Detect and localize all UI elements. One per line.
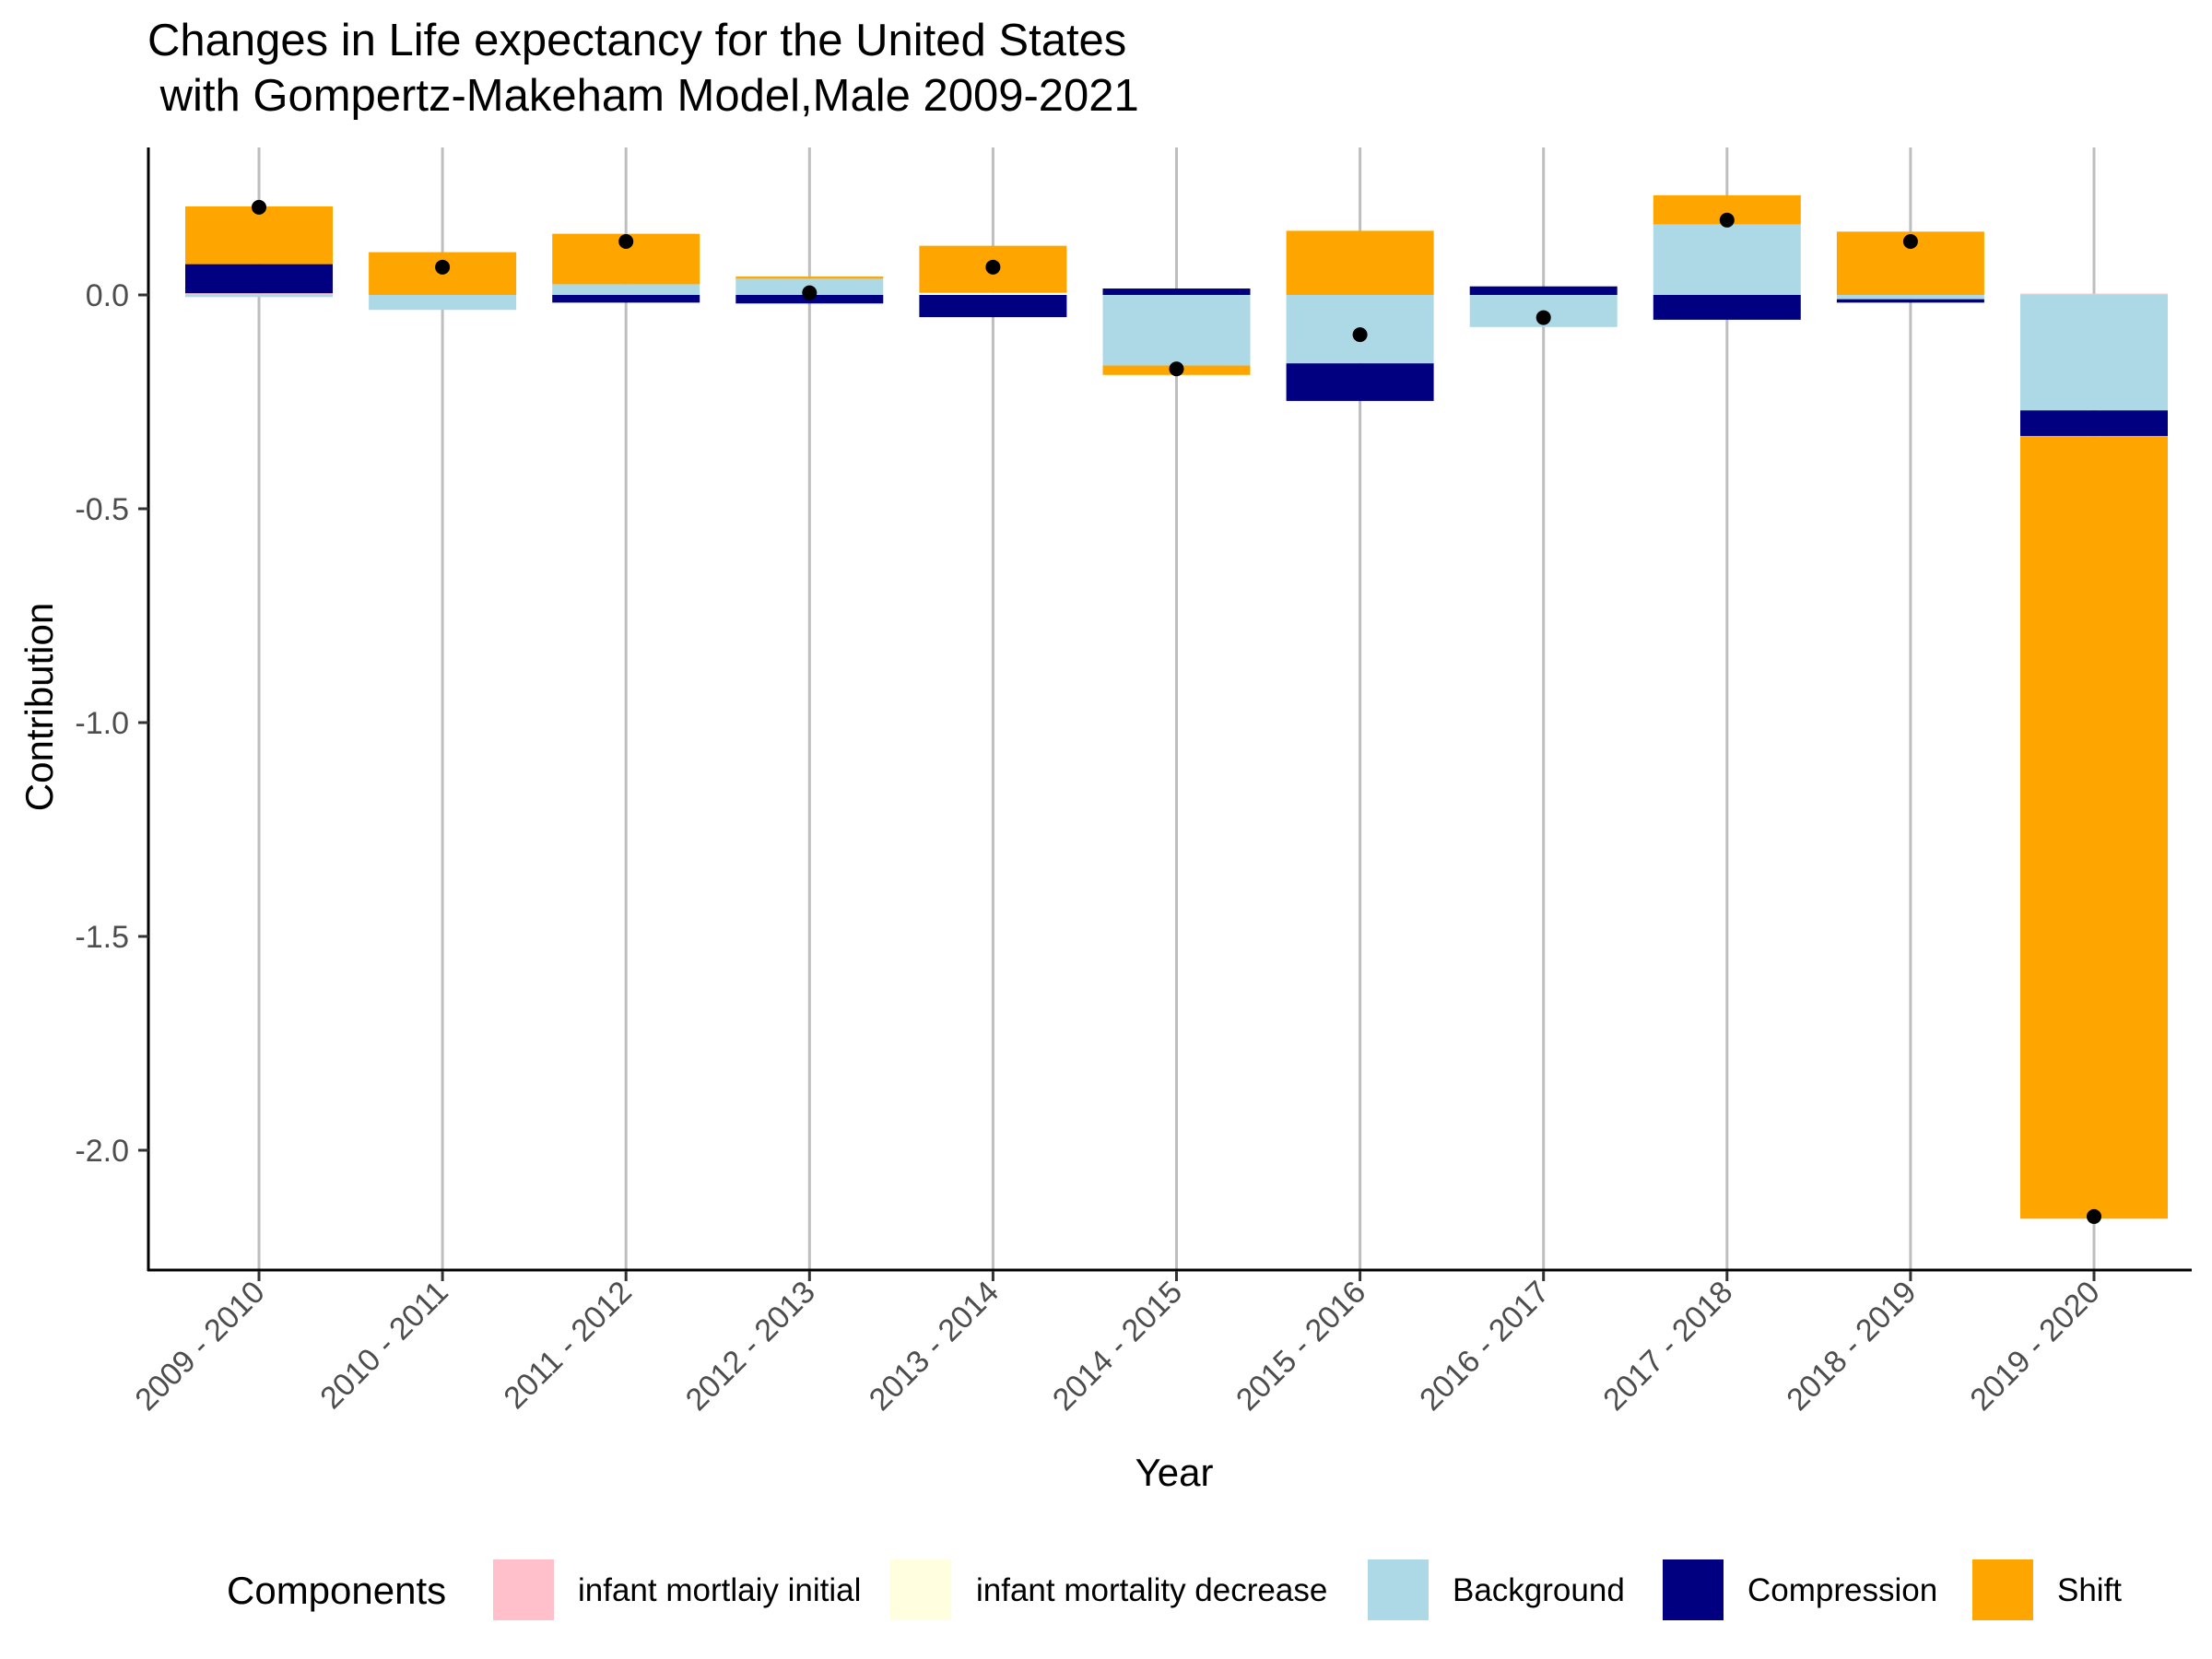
legend-label-infant-initial: infant mortlaiy initial <box>578 1572 862 1608</box>
bar-segment-background <box>369 295 517 311</box>
total-point <box>618 234 634 249</box>
x-tick-label: 2011 - 2012 <box>497 1275 638 1416</box>
bar-segment-background <box>1653 224 1801 295</box>
legend-swatch-infant-initial <box>493 1559 554 1620</box>
total-point <box>1535 310 1551 325</box>
bar-segment-compression <box>1836 299 1984 303</box>
bar-segment-compression <box>552 295 700 303</box>
legend-label-shift: Shift <box>2057 1572 2123 1608</box>
legend-label-background: Background <box>1453 1572 1625 1608</box>
bar-segment-shift <box>735 276 884 279</box>
x-tick-label: 2010 - 2011 <box>313 1275 454 1416</box>
y-axis-label: Contribution <box>18 603 61 811</box>
bar-segment-compression <box>1469 286 1618 295</box>
bar-segment-infant-mortlaiy-initial <box>185 293 333 295</box>
legend-label-infant-decrease: infant mortality decrease <box>976 1572 1328 1608</box>
bar-segment-background <box>1102 295 1251 366</box>
total-point <box>1169 361 1184 377</box>
x-tick-label: 2013 - 2014 <box>863 1275 1006 1418</box>
y-tick-label: -2.0 <box>75 1134 129 1169</box>
x-axis-label: Year <box>1135 1451 1214 1494</box>
bar-segment-compression <box>1653 295 1801 320</box>
bar-segment-background <box>185 295 333 298</box>
bar-segment-shift <box>1286 230 1434 295</box>
bar-segment-compression <box>185 264 333 294</box>
total-point <box>1719 212 1735 228</box>
bar-segment-background <box>552 284 700 295</box>
legend: Components infant mortlaiy initial infan… <box>0 1558 2212 1631</box>
x-tick-label: 2019 - 2020 <box>1963 1275 2106 1418</box>
x-tick-label: 2012 - 2013 <box>679 1275 822 1418</box>
bars <box>185 194 2168 1219</box>
bar-segment-shift <box>2020 436 2168 1219</box>
bar-segment-compression <box>919 295 1067 318</box>
x-tick-label: 2016 - 2017 <box>1413 1275 1556 1418</box>
bar-segment-background <box>1836 295 1984 300</box>
total-point <box>252 199 266 215</box>
x-tick-label: 2009 - 2010 <box>128 1275 271 1418</box>
bar-segment-compression <box>2020 410 2168 437</box>
total-point <box>985 259 1001 275</box>
bar-segment-infant-mortlaiy-initial <box>2020 293 2168 295</box>
bar-segment-background <box>2020 295 2168 411</box>
total-point <box>1352 327 1368 343</box>
legend-swatch-background <box>1368 1559 1429 1620</box>
x-tick-label: 2015 - 2016 <box>1230 1275 1372 1418</box>
bar-segment-compression <box>1102 288 1251 295</box>
x-tick-label: 2017 - 2018 <box>1596 1275 1739 1418</box>
x-ticks: 2009 - 2010 2010 - 2011 2011 - 2012 2012 - … <box>128 1271 2107 1418</box>
x-tick-label: 2018 - 2019 <box>1780 1275 1923 1418</box>
bar-segment-shift <box>185 206 333 265</box>
total-point <box>2087 1208 2101 1224</box>
y-tick-label: 0.0 <box>86 278 129 313</box>
legend-swatch-compression <box>1663 1559 1724 1620</box>
y-tick-label: -1.0 <box>75 706 129 741</box>
legend-swatch-infant-decrease <box>890 1559 951 1620</box>
total-point <box>1902 234 1918 249</box>
x-tick-label: 2014 - 2015 <box>1046 1275 1189 1418</box>
chart-title-line-2: with Gompertz-Makeham Model,Male 2009-20… <box>147 71 1139 121</box>
total-points <box>252 199 2101 1224</box>
y-tick-label: -1.5 <box>75 920 129 955</box>
y-tick-label: -0.5 <box>75 492 129 527</box>
bar-segment-infant-mortality-decrease <box>919 292 1067 295</box>
chart-title-line-1: Changes in Life expectancy for the Unite… <box>147 16 1127 65</box>
total-point <box>802 285 818 300</box>
total-point <box>435 259 451 275</box>
legend-label-compression: Compression <box>1747 1572 1938 1608</box>
legend-swatch-shift <box>1972 1559 2033 1620</box>
y-ticks: 0.0 -0.5 -1.0 -1.5 -2.0 <box>75 278 148 1169</box>
bar-segment-compression <box>1286 363 1434 402</box>
legend-title: Components <box>227 1569 447 1612</box>
